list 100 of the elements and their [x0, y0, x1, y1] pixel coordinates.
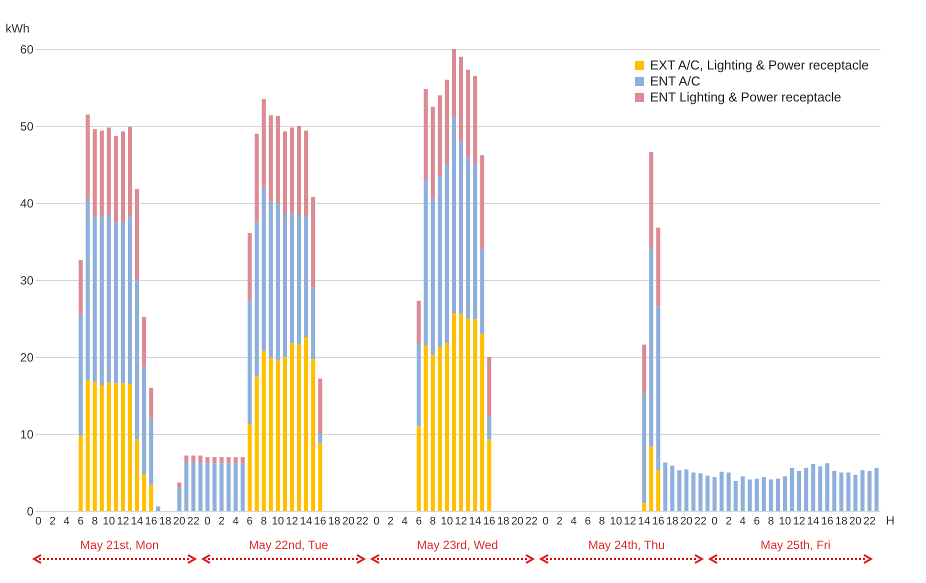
- bar: [458, 314, 464, 511]
- x-tick-label: 18: [159, 516, 172, 528]
- bar: [184, 462, 188, 511]
- bar: [304, 130, 308, 216]
- x-tick-label: 8: [598, 516, 605, 528]
- bar: [416, 344, 421, 426]
- bar: [142, 366, 146, 474]
- bar: [177, 488, 182, 511]
- bar: [698, 473, 703, 511]
- x-tick-label: 6: [246, 516, 253, 528]
- x-tick-label: 22: [863, 516, 876, 528]
- bar: [797, 470, 802, 511]
- x-tick-label: 22: [525, 516, 538, 528]
- bar: [705, 476, 710, 511]
- bar: [142, 316, 146, 366]
- bar: [86, 199, 90, 380]
- bar: [720, 472, 724, 511]
- y-tick-label: 60: [20, 42, 34, 56]
- bar: [240, 463, 245, 511]
- bar: [262, 99, 266, 188]
- bar: [677, 470, 682, 511]
- x-tick-label: 0: [204, 516, 211, 528]
- y-tick-label: 30: [20, 274, 34, 288]
- x-tick-label: 20: [849, 516, 862, 528]
- bar: [290, 213, 294, 344]
- x-tick-label: 20: [173, 516, 186, 528]
- x-tick-label: 4: [570, 516, 577, 528]
- bar: [198, 456, 202, 462]
- bar: [220, 457, 224, 464]
- x-tick-label: 2: [556, 516, 563, 528]
- text: May 23rd, Wed: [416, 538, 498, 552]
- bar: [268, 358, 273, 511]
- bar: [318, 443, 322, 511]
- x-tick-label: 16: [483, 516, 496, 528]
- bar: [149, 388, 154, 419]
- bar: [304, 336, 308, 511]
- x-tick-label: 6: [78, 516, 84, 528]
- bar: [177, 482, 182, 488]
- bar: [452, 313, 456, 511]
- bar: [282, 131, 287, 215]
- bar: [458, 56, 464, 142]
- bar: [276, 203, 280, 360]
- bar: [318, 378, 322, 434]
- bar: [86, 114, 90, 200]
- bar: [135, 439, 140, 511]
- bar: [262, 188, 266, 351]
- bar: [311, 288, 316, 360]
- x-tick-label: 18: [328, 516, 340, 528]
- x-tick-label: 18: [835, 516, 848, 528]
- legend-label: EXT A/C, Lighting & Power receptacle: [650, 58, 869, 72]
- bar: [234, 463, 238, 511]
- bar: [818, 466, 822, 511]
- bar: [466, 318, 470, 511]
- x-tick-label: 10: [778, 516, 792, 528]
- bar: [656, 470, 660, 511]
- bar: [106, 214, 111, 382]
- bar: [78, 436, 83, 511]
- bar: [120, 131, 126, 222]
- bar: [438, 176, 442, 347]
- x-tick-label: 0: [542, 516, 549, 528]
- legend-label: ENT Lighting & Power receptacle: [650, 90, 842, 104]
- bar: [304, 216, 308, 337]
- bar: [832, 470, 836, 511]
- bar: [318, 434, 322, 444]
- bar: [487, 439, 492, 511]
- bar: [234, 457, 238, 464]
- bar: [184, 456, 188, 462]
- bar: [276, 116, 280, 203]
- bar: [642, 393, 646, 504]
- x-tick-label: 12: [454, 516, 468, 528]
- bar: [748, 479, 752, 511]
- bar: [296, 344, 302, 511]
- bar: [804, 468, 808, 511]
- y-tick-label: 0: [26, 504, 34, 518]
- bar: [473, 164, 478, 320]
- bar: [691, 472, 696, 511]
- x-tick-label: 10: [272, 516, 284, 528]
- bar: [726, 472, 731, 511]
- bar: [839, 472, 844, 511]
- bar: [782, 476, 788, 511]
- x-tick-label: 6: [416, 516, 422, 528]
- x-tick-label: 14: [130, 516, 144, 528]
- bar: [424, 345, 428, 511]
- bar: [452, 49, 456, 117]
- bar: [212, 457, 217, 464]
- x-tick-label: 10: [102, 516, 116, 528]
- bar: [846, 472, 850, 511]
- legend-label: ENT A/C: [650, 74, 700, 88]
- y-tick-label: 10: [20, 428, 34, 442]
- bar: [811, 464, 816, 511]
- bar: [248, 300, 252, 424]
- bar: [92, 382, 97, 511]
- bar: [205, 463, 210, 511]
- bar: [100, 385, 104, 511]
- bar: [712, 477, 717, 511]
- bar: [92, 216, 97, 382]
- x-tick-label: 12: [624, 516, 636, 528]
- bar: [734, 480, 738, 511]
- bar: [790, 468, 794, 511]
- bar: [480, 155, 484, 250]
